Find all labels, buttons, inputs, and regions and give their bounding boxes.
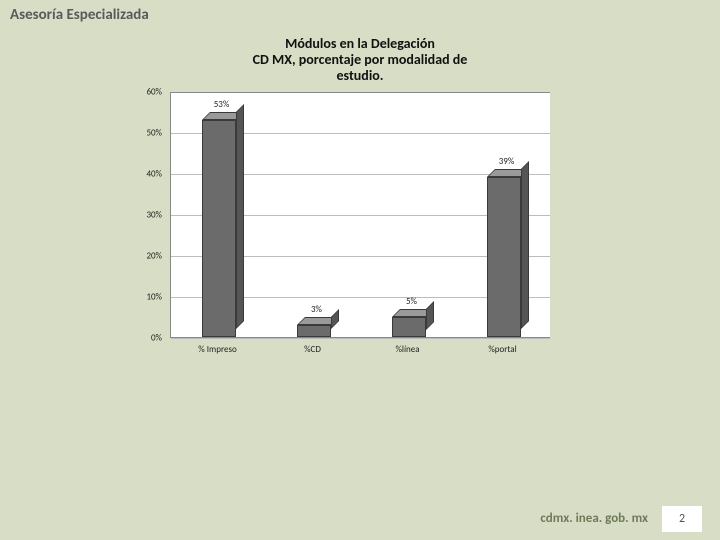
x-category-label: %portal: [488, 344, 516, 355]
page-header: Asesoría Especializada: [0, 0, 720, 30]
bar-value-label: 53%: [214, 99, 230, 110]
y-tick-label: 30%: [130, 210, 162, 221]
y-tick-label: 10%: [130, 292, 162, 303]
plot-region: [170, 92, 550, 338]
bar-value-label: 3%: [311, 304, 322, 315]
chart-title: Módulos en la Delegación CD MX, porcenta…: [160, 36, 560, 84]
page-number-box: 2: [662, 506, 702, 532]
chart-area: 0%10%20%30%40%50%60%53%% Impreso3%%CD5%%…: [130, 92, 560, 362]
y-tick-label: 20%: [130, 251, 162, 262]
bar: [392, 317, 426, 338]
bar: [202, 120, 236, 337]
x-category-label: % Impreso: [198, 344, 236, 355]
bar: [297, 325, 331, 337]
bar-value-label: 5%: [406, 296, 417, 307]
footer-url: cdmx. inea. gob. mx: [540, 511, 648, 526]
chart-title-line: estudio.: [160, 68, 560, 84]
bar-value-label: 39%: [499, 156, 515, 167]
x-category-label: %línea: [395, 344, 419, 355]
y-tick-label: 0%: [130, 333, 162, 344]
x-category-label: %CD: [304, 344, 321, 355]
y-tick-label: 40%: [130, 169, 162, 180]
chart-title-line: Módulos en la Delegación: [160, 36, 560, 52]
chart-title-line: CD MX, porcentaje por modalidad de: [160, 52, 560, 68]
header-title: Asesoría Especializada: [10, 6, 149, 24]
gridline: [171, 92, 550, 93]
y-tick-label: 60%: [130, 87, 162, 98]
gridline: [171, 338, 550, 339]
bar: [487, 177, 521, 337]
page-number: 2: [679, 512, 685, 526]
y-tick-label: 50%: [130, 128, 162, 139]
